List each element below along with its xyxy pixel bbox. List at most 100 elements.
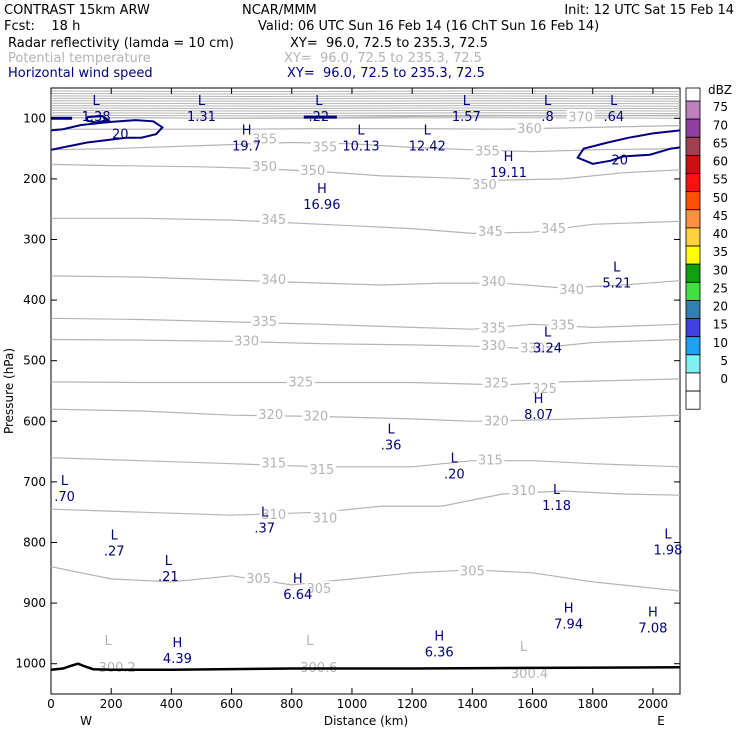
upper-theta-line — [50, 105, 681, 107]
wind-extremum-value: 5.21 — [602, 277, 631, 292]
theta-label-bg — [518, 340, 547, 354]
colorbar-level-label: 55 — [713, 173, 728, 187]
theta-label-bg — [259, 272, 288, 286]
theta-contour-310 — [50, 490, 681, 516]
wind-contour-label: 20 — [612, 154, 629, 169]
wind-extremum-marker: L — [544, 94, 552, 109]
theta-label: 320 — [303, 409, 328, 424]
wind-extremum-marker: L — [315, 94, 323, 109]
theta-contour-330 — [50, 338, 681, 350]
theta-label-bg — [476, 224, 505, 238]
theta-label: 330 — [234, 334, 259, 349]
wind-extremum-marker: H — [564, 601, 574, 616]
theta-label-bg — [515, 666, 544, 680]
y-tick-label: 300 — [23, 233, 46, 247]
colorbar-swatch — [685, 372, 701, 392]
wind-extremum-marker: L — [544, 326, 552, 341]
plot-area — [50, 87, 681, 695]
theta-label: 310 — [261, 508, 286, 523]
theta-contour-360 — [51, 125, 681, 130]
theta-label-bg — [539, 221, 568, 235]
wind-contour-20 — [50, 119, 164, 151]
wind-extremum-value: .36 — [381, 438, 402, 453]
upper-theta-line — [50, 92, 681, 95]
theta-label: 315 — [478, 454, 503, 469]
theta-label-bg — [482, 375, 511, 389]
wind-extremum-marker: L — [165, 554, 173, 569]
colorbar-swatch — [685, 281, 701, 301]
institution-label: NCAR/MMM — [242, 3, 317, 18]
theta-label-bg — [259, 507, 288, 521]
colorbar-level-label: 70 — [713, 118, 728, 132]
theta-label-bg — [509, 482, 538, 496]
theta-label: 315 — [261, 457, 286, 472]
colorbar-swatch — [685, 354, 701, 374]
theta-label: 320 — [484, 414, 509, 429]
theta-contour-340 — [50, 275, 681, 289]
colorbar-level-label: 45 — [713, 209, 728, 223]
colorbar-swatch — [685, 245, 701, 265]
wind-extremum-value: 1.18 — [542, 499, 571, 514]
theta-contour-305 — [50, 566, 681, 592]
y-tick-label: 1000 — [15, 657, 46, 671]
wind-extremum-value: .22 — [309, 110, 330, 125]
theta-label: 330 — [481, 339, 506, 354]
wind-extremum-value: .27 — [104, 545, 125, 560]
theta-label-bg — [470, 176, 499, 190]
upper-theta-line — [50, 100, 681, 102]
theta-label: 335 — [481, 322, 506, 337]
colorbar-swatch — [685, 336, 701, 356]
theta-label-bg — [479, 320, 508, 334]
theta-label-bg — [256, 407, 285, 421]
theta-label: 340 — [261, 273, 286, 288]
theta-label-bg — [232, 333, 261, 347]
theta-label: 300.4 — [511, 667, 548, 682]
y-tick-label: 700 — [23, 475, 46, 489]
theta-label-bg — [259, 212, 288, 226]
colorbar-swatch — [685, 118, 701, 138]
wind-contour-label: 20 — [112, 127, 129, 142]
wind-extremum-value: .37 — [254, 522, 275, 537]
wind-extremum-marker: L — [198, 94, 206, 109]
theta-label-bg — [250, 313, 279, 327]
wind-extremum-value: .20 — [444, 468, 465, 483]
wind-extremum-value: 1.57 — [452, 110, 481, 125]
colorbar-level-label: 60 — [713, 155, 728, 169]
wind-extremum-value: 16.96 — [303, 198, 340, 213]
theta-label-bg — [473, 143, 502, 157]
upper-theta-line — [50, 102, 681, 105]
theta-label: 305 — [306, 582, 331, 597]
colorbar-level-label: 0 — [720, 372, 728, 386]
x-tick-label: 200 — [100, 697, 123, 711]
theta-contour-320 — [50, 408, 681, 422]
theta-label-bg — [301, 408, 330, 422]
theta-label-bg — [530, 381, 559, 395]
theta-label: 305 — [246, 572, 271, 587]
theta-label-bg — [259, 455, 288, 469]
upper-theta-line — [50, 107, 681, 110]
wind-contour-20 — [576, 129, 681, 165]
theta-label-bg — [476, 452, 505, 466]
colorbar-level-label: 25 — [713, 281, 728, 295]
y-tick-label: 900 — [23, 596, 46, 610]
field-xy-theta: XY= 96.0, 72.5 to 235.3, 72.5 — [284, 51, 482, 66]
theta-label-bg — [482, 413, 511, 427]
colorbar-level-label: 20 — [713, 300, 728, 314]
wind-extremum-value: .8 — [541, 110, 553, 125]
wind-contour-small — [86, 114, 111, 124]
theta-label-bg — [307, 461, 336, 475]
wind-extremum-marker: H — [173, 636, 183, 651]
colorbar-top-cap — [685, 87, 701, 102]
theta-label: 345 — [478, 225, 503, 240]
x-axis-label: Distance (km) — [324, 714, 408, 728]
colorbar-level-label: 65 — [713, 136, 728, 150]
theta-contour-315 — [50, 457, 681, 468]
theta-label-bg — [310, 139, 339, 153]
theta-label: 345 — [541, 222, 566, 237]
wind-extremum-marker: H — [317, 182, 327, 197]
x-tick-label: 0 — [47, 697, 55, 711]
theta-label: 310 — [312, 511, 337, 526]
wind-extremum-marker: L — [61, 474, 69, 489]
colorbar-swatch — [685, 173, 701, 193]
y-axis-label: Pressure (hPa) — [2, 348, 16, 434]
